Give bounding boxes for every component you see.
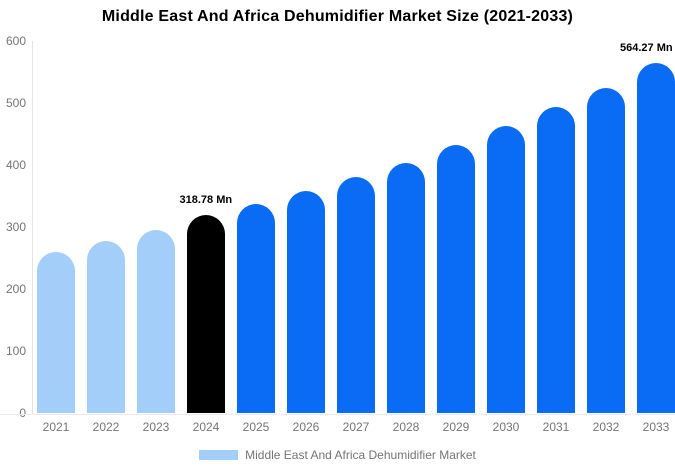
y-axis-tick-label: 200 [5,282,26,296]
legend-label: Middle East And Africa Dehumidifier Mark… [245,448,476,462]
y-axis-tick-label: 0 [19,406,26,420]
bar-value-label-2024: 318.78 Mn [179,194,233,207]
y-axis-tick-label: 600 [5,34,26,48]
bar-2027[interactable] [337,177,375,413]
x-axis-line [0,414,675,415]
bar-value-label-2033: 564.27 Mn [620,42,673,55]
y-axis-line [32,41,33,414]
bar-2029[interactable] [437,144,475,413]
x-axis-label-2025: 2025 [242,420,270,434]
bar-2023[interactable] [137,230,175,413]
legend: Middle East And Africa Dehumidifier Mark… [0,446,675,464]
y-axis-tick-label: 300 [5,220,26,234]
bar-2025[interactable] [237,204,275,413]
x-axis-label-2024: 2024 [192,420,220,434]
y-axis-tick-label: 500 [5,96,26,110]
bar-2030[interactable] [487,125,525,413]
x-axis-label-2031: 2031 [542,420,570,434]
bar-2022[interactable] [87,240,125,413]
bar-2032[interactable] [587,87,625,413]
x-axis-label-2022: 2022 [92,420,120,434]
x-axis-label-2028: 2028 [392,420,420,434]
bar-2033[interactable] [637,63,675,413]
x-axis-label-2023: 2023 [142,420,170,434]
x-axis-label-2026: 2026 [292,420,320,434]
x-axis-label-2033: 2033 [642,420,670,434]
chart-title: Middle East And Africa Dehumidifier Mark… [101,8,574,25]
bar-2026[interactable] [287,191,325,413]
legend-swatch [199,450,239,460]
bar-2021[interactable] [37,252,75,413]
x-axis-label-2030: 2030 [492,420,520,434]
x-axis-label-2021: 2021 [42,420,70,434]
y-axis-tick-label: 400 [5,158,26,172]
bar-2024[interactable] [187,215,225,413]
x-axis-label-2029: 2029 [442,420,470,434]
bar-2028[interactable] [387,163,425,413]
x-axis-label-2032: 2032 [592,420,620,434]
bar-2031[interactable] [537,106,575,413]
x-axis-label-2027: 2027 [342,420,370,434]
y-axis-tick-label: 100 [5,344,26,358]
